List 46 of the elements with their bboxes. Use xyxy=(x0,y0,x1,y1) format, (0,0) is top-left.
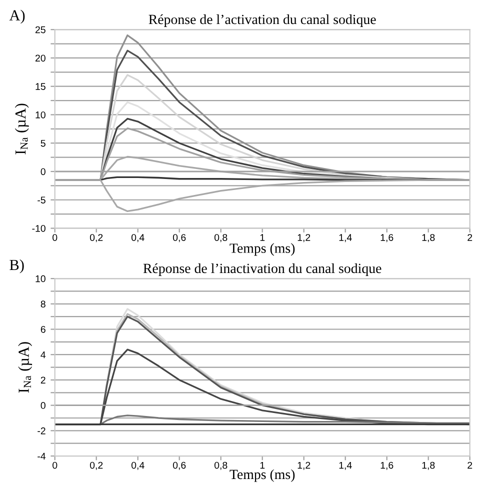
x-tick-label: 1,4 xyxy=(339,462,352,470)
text: A) xyxy=(9,10,25,24)
x-tick-label: 1,8 xyxy=(422,234,435,242)
x-tick-label: 0,4 xyxy=(131,234,144,242)
x-tick-label: 1 xyxy=(260,234,265,241)
y-tick-label: -2 xyxy=(38,427,46,434)
y-axis-title: I$_{Na}$ (µA) xyxy=(14,104,29,154)
x-tick-label: 0 xyxy=(52,234,58,241)
x-tick-label: 0,6 xyxy=(172,234,186,242)
chart-title: Réponse de l’inactivation du canal sodique xyxy=(143,263,382,276)
x-tick-label: 0,4 xyxy=(131,462,144,470)
x-tick-label: 0,8 xyxy=(214,462,228,470)
x-tick-label: 1,8 xyxy=(422,462,435,470)
x-tick-label: 1,2 xyxy=(298,234,310,242)
x-tick-label: 2 xyxy=(468,462,472,469)
y-tick-label: -10 xyxy=(32,224,46,232)
x-axis-title: Temps (ms) xyxy=(230,243,295,256)
x-tick-label: 0,6 xyxy=(172,462,186,470)
x-tick-label: 1,6 xyxy=(380,462,394,470)
y-tick-label: -5 xyxy=(38,196,46,204)
y-tick-label: 0 xyxy=(40,402,46,409)
y-tick-label: 10 xyxy=(36,275,46,282)
x-tick-label: 0 xyxy=(52,462,58,469)
y-axis-title: I$_{Na}$ (µA) xyxy=(18,342,32,393)
x-tick-label: 1,2 xyxy=(298,462,310,470)
y-tick-label: 5 xyxy=(40,140,46,147)
x-tick-label: 1 xyxy=(260,462,265,469)
x-axis-title: Temps (ms) xyxy=(230,469,295,482)
y-tick-label: 8 xyxy=(40,300,46,308)
y-tick-label: 20 xyxy=(36,54,46,62)
x-tick-label: 2 xyxy=(468,234,472,241)
y-tick-label: 25 xyxy=(36,26,46,34)
y-tick-label: 4 xyxy=(40,351,46,358)
y-tick-label: 10 xyxy=(36,111,46,118)
x-tick-label: 0,8 xyxy=(214,234,228,242)
y-tick-label: 0 xyxy=(40,168,46,176)
x-tick-label: 1,4 xyxy=(339,234,352,242)
y-tick-label: 6 xyxy=(40,326,46,333)
y-tick-label: 2 xyxy=(40,376,46,384)
x-tick-label: 0,2 xyxy=(90,462,103,470)
y-tick-label: 15 xyxy=(36,83,46,90)
x-tick-label: 0,2 xyxy=(90,234,103,242)
y-tick-label: -4 xyxy=(38,452,46,460)
chart-title: Réponse de l’activation du canal sodique xyxy=(148,14,376,27)
text: B) xyxy=(10,259,24,274)
x-tick-label: 1,6 xyxy=(380,234,394,242)
